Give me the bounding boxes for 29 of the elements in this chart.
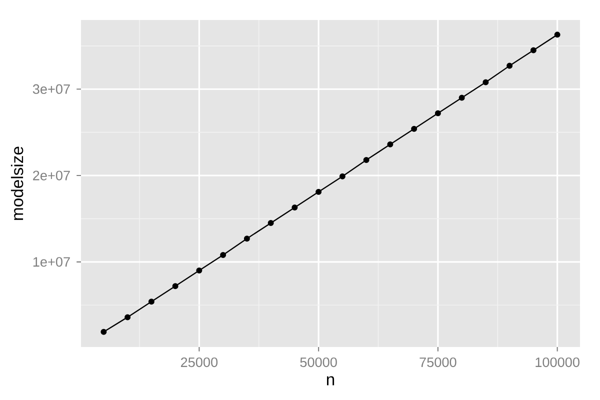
point bbox=[411, 126, 418, 132]
point bbox=[530, 47, 536, 54]
x-tick-label: 75000 bbox=[420, 357, 456, 368]
point bbox=[363, 156, 370, 163]
x-tick-label: 50000 bbox=[300, 357, 337, 368]
y-tick-label: 2e+07 bbox=[33, 170, 70, 180]
point bbox=[316, 188, 322, 195]
point bbox=[100, 328, 107, 335]
point bbox=[387, 141, 394, 148]
point bbox=[292, 204, 298, 210]
point bbox=[339, 173, 346, 180]
y-tick-label: 1e+07 bbox=[33, 257, 70, 267]
point bbox=[220, 252, 226, 258]
point bbox=[458, 94, 465, 101]
y-axis-title: modelsize bbox=[10, 146, 24, 220]
x-axis-title: n bbox=[326, 376, 334, 386]
x-tick-label: 100000 bbox=[536, 357, 580, 368]
x-tick-label: 25000 bbox=[180, 357, 218, 368]
point bbox=[506, 62, 513, 69]
point bbox=[434, 110, 441, 116]
point bbox=[268, 220, 274, 226]
point bbox=[244, 236, 250, 242]
point bbox=[196, 268, 202, 274]
point bbox=[554, 32, 560, 38]
point bbox=[148, 298, 154, 305]
point bbox=[124, 314, 131, 320]
point bbox=[482, 79, 489, 86]
point bbox=[172, 283, 178, 290]
y-tick-label: 3e+07 bbox=[32, 84, 70, 94]
